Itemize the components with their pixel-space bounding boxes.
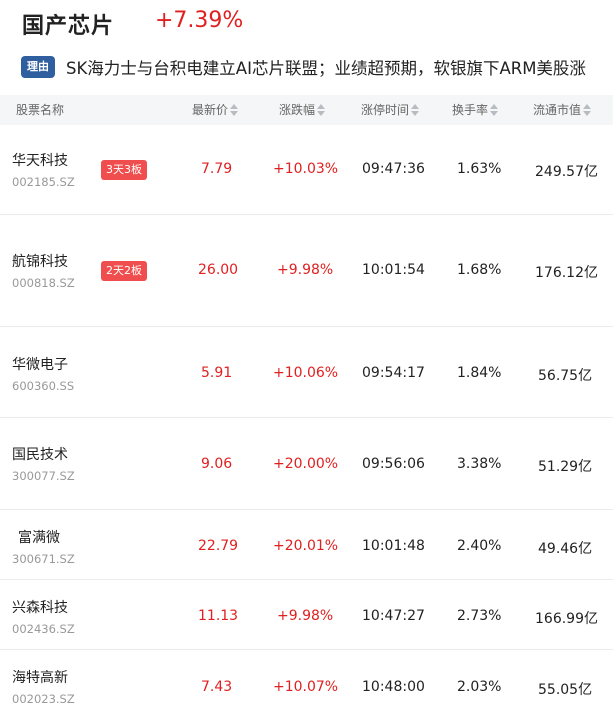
sort-icon (317, 103, 326, 116)
latest-price: 5.91 (201, 365, 233, 381)
change-percent: +9.98% (277, 262, 334, 278)
market-cap: 176.12亿 (535, 265, 598, 281)
sector-header: 国产芯片 +7.39% (0, 0, 613, 46)
column-header-limit-time[interactable]: 涨停时间 (361, 95, 420, 125)
turnover-rate: 2.73% (457, 608, 502, 624)
latest-price: 7.79 (201, 161, 233, 177)
column-header-market-cap[interactable]: 流通市值 (533, 95, 592, 125)
market-cap: 49.46亿 (538, 541, 593, 557)
stock-code: 002023.SZ (12, 692, 75, 705)
latest-price: 22.79 (198, 538, 239, 554)
table-row[interactable]: 兴森科技 002436.SZ 11.13 +9.98% 10:47:27 2.7… (0, 580, 613, 650)
market-cap: 249.57亿 (535, 164, 598, 180)
latest-price: 26.00 (198, 262, 239, 278)
turnover-rate: 1.84% (457, 365, 502, 381)
stock-code: 002185.SZ (12, 175, 75, 189)
table-row[interactable]: 国民技术 300077.SZ 9.06 +20.00% 09:56:06 3.3… (0, 418, 613, 510)
stock-code: 600360.SS (12, 379, 75, 393)
column-header-price[interactable]: 最新价 (192, 95, 239, 125)
change-percent: +9.98% (277, 608, 334, 624)
limit-up-time: 10:01:48 (362, 538, 425, 554)
sort-icon (490, 103, 499, 116)
table-row[interactable]: 华微电子 600360.SS 5.91 +10.06% 09:54:17 1.8… (0, 327, 613, 418)
column-header-turnover[interactable]: 换手率 (452, 95, 499, 125)
stock-name: 富满微 (18, 530, 60, 546)
turnover-rate: 2.03% (457, 679, 502, 695)
limit-up-time: 10:47:27 (362, 608, 425, 624)
table-row[interactable]: 华天科技 002185.SZ 3天3板 7.79 +10.03% 09:47:3… (0, 125, 613, 215)
latest-price: 11.13 (198, 608, 239, 624)
stock-name: 华微电子 (12, 357, 68, 373)
stock-name: 国民技术 (12, 447, 68, 463)
stock-code: 002436.SZ (12, 622, 75, 636)
table-row[interactable]: 海特高新 002023.SZ 7.43 +10.07% 10:48:00 2.0… (0, 650, 613, 705)
stock-name: 航锦科技 (12, 254, 68, 270)
turnover-rate: 1.68% (457, 262, 502, 278)
stock-name: 海特高新 (12, 670, 68, 686)
latest-price: 7.43 (201, 679, 233, 695)
reason-text: SK海力士与台积电建立AI芯片联盟；业绩超预期，软银旗下ARM美股涨 (66, 59, 586, 78)
stock-code: 300077.SZ (12, 469, 75, 483)
change-percent: +10.03% (273, 161, 339, 177)
market-cap: 55.05亿 (538, 682, 593, 698)
stock-table: 华天科技 002185.SZ 3天3板 7.79 +10.03% 09:47:3… (0, 125, 613, 705)
turnover-rate: 1.63% (457, 161, 502, 177)
table-row[interactable]: 航锦科技 000818.SZ 2天2板 26.00 +9.98% 10:01:5… (0, 215, 613, 327)
limit-up-badge: 2天2板 (101, 261, 147, 281)
sector-title: 国产芯片 (22, 14, 115, 39)
column-header-stock-name: 股票名称 (16, 103, 65, 117)
sort-icon (583, 103, 592, 116)
latest-price: 9.06 (201, 456, 233, 472)
sector-change: +7.39% (155, 8, 244, 33)
table-row[interactable]: 富满微 300671.SZ 22.79 +20.01% 10:01:48 2.4… (0, 510, 613, 580)
stock-code: 300671.SZ (12, 552, 75, 566)
turnover-rate: 2.40% (457, 538, 502, 554)
change-percent: +20.01% (273, 538, 339, 554)
turnover-rate: 3.38% (457, 456, 502, 472)
limit-up-time: 09:56:06 (362, 456, 425, 472)
sort-icon (230, 103, 239, 116)
stock-name: 华天科技 (12, 153, 68, 169)
market-cap: 51.29亿 (538, 459, 593, 475)
limit-up-time: 09:47:36 (362, 161, 425, 177)
market-cap: 166.99亿 (535, 611, 598, 627)
sort-icon (411, 103, 420, 116)
reason-bar[interactable]: 理由 SK海力士与台积电建立AI芯片联盟；业绩超预期，软银旗下ARM美股涨 (0, 50, 613, 86)
stock-name: 兴森科技 (12, 600, 68, 616)
stock-code: 000818.SZ (12, 276, 75, 290)
change-percent: +10.07% (273, 679, 339, 695)
reason-tag: 理由 (21, 56, 55, 78)
table-header: 股票名称 最新价 涨跌幅 涨停时间 换手率 流通市值 (0, 95, 613, 125)
market-cap: 56.75亿 (538, 368, 593, 384)
change-percent: +20.00% (273, 456, 339, 472)
limit-up-badge: 3天3板 (101, 160, 147, 180)
change-percent: +10.06% (273, 365, 339, 381)
limit-up-time: 10:01:54 (362, 262, 425, 278)
limit-up-time: 10:48:00 (362, 679, 425, 695)
column-header-change[interactable]: 涨跌幅 (279, 95, 326, 125)
limit-up-time: 09:54:17 (362, 365, 425, 381)
